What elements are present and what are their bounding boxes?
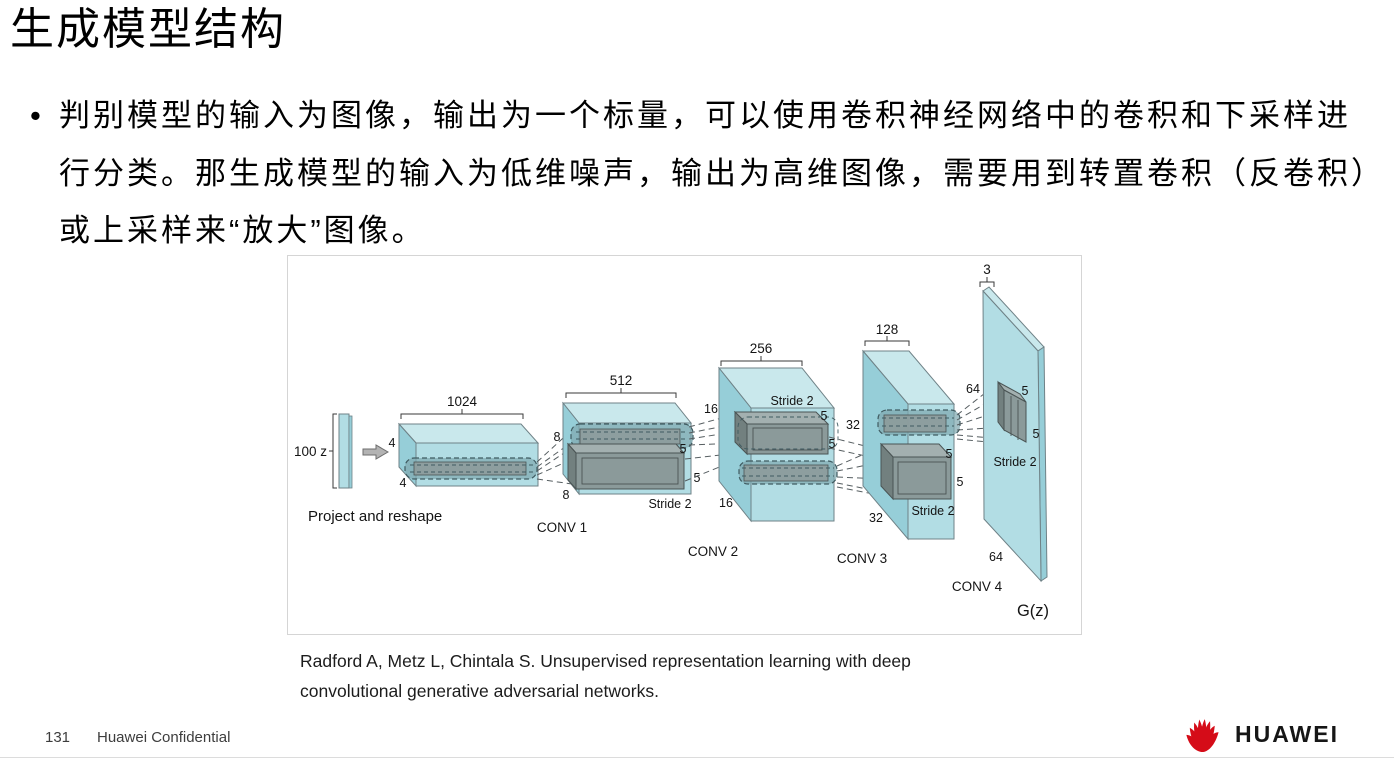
output-label: G(z) [1017, 602, 1049, 620]
citation-line-2: convolutional generative adversarial net… [300, 681, 659, 701]
reshape-channels-label: 1024 [447, 394, 478, 409]
conv4-channels-label: 3 [983, 262, 991, 277]
layer-z-input: 100 z [294, 413, 389, 489]
bullet-line-3: 或上采样来“放大”图像。 [59, 213, 426, 248]
conv2-channels-label: 256 [750, 341, 773, 356]
conv4-caption: CONV 4 [952, 579, 1003, 594]
conv2-kernel-a-label: 5 [821, 409, 828, 423]
conv4-size-bottom-label: 64 [989, 550, 1003, 564]
citation-line-1: Radford A, Metz L, Chintala S. Unsupervi… [300, 651, 911, 671]
bullet-line-1: 判别模型的输入为图像，输出为一个标量，可以使用卷积神经网络中的卷积和下采样进 [59, 98, 1351, 133]
conv1-size-bottom-label: 8 [563, 488, 570, 502]
conv3-caption: CONV 3 [837, 551, 887, 566]
conv1-kernel-a-label: 5 [680, 442, 687, 456]
conv2-stride-label: Stride 2 [770, 394, 813, 408]
page-number: 131 [45, 729, 71, 746]
slide-bottom-border [0, 757, 1394, 758]
conv2-caption: CONV 2 [688, 544, 738, 559]
reshape-arrow-icon [362, 444, 389, 460]
conv4-kernel-b-label: 5 [1033, 427, 1040, 441]
huawei-flower-icon [1186, 719, 1219, 753]
connections-conv2-conv3 [828, 436, 895, 499]
layer-conv1: 512 8 8 5 5 Stride 2 CONV 1 [537, 373, 701, 535]
reshape-size-top-label: 4 [389, 436, 396, 450]
confidential-label: Huawei Confidential [97, 729, 231, 746]
bullet-line-2: 行分类。那生成模型的输入为低维噪声，输出为高维图像，需要用到转置卷积（反卷积） [59, 155, 1385, 191]
conv3-kernel-a-label: 5 [946, 447, 953, 461]
dcgan-generator-figure: 100 z 1024 4 4 Project and reshape [287, 255, 1082, 635]
conv4-size-top-label: 64 [966, 382, 980, 396]
conv1-size-top-label: 8 [554, 430, 561, 444]
layer-conv3: 128 32 32 5 5 Stride 2 CONV 3 [837, 322, 964, 566]
huawei-wordmark: HUAWEI [1235, 720, 1339, 747]
conv3-size-top-label: 32 [846, 418, 860, 432]
dcgan-generator-diagram: 100 z 1024 4 4 Project and reshape [294, 262, 1049, 620]
citation: Radford A, Metz L, Chintala S. Unsupervi… [300, 646, 911, 706]
conv3-kernel-b-label: 5 [957, 475, 964, 489]
conv4-kernel-a-label: 5 [1022, 384, 1029, 398]
conv2-size-bottom-label: 16 [719, 496, 733, 510]
page-title: 生成模型结构 [10, 5, 286, 54]
reshape-caption: Project and reshape [308, 508, 442, 525]
connections-conv1-conv2 [684, 413, 750, 482]
conv3-channels-label: 128 [876, 322, 899, 337]
conv2-kernel-b-label: 5 [829, 437, 836, 451]
layer-conv2: 256 16 16 Stride 2 5 5 CONV 2 [688, 341, 839, 559]
bullet-marker: • [30, 98, 41, 133]
layer-output: 3 64 64 5 5 Stride 2 CONV 4 G(z) [952, 262, 1049, 620]
conv1-stride-label: Stride 2 [648, 497, 691, 511]
layer-reshape: 1024 4 4 Project and reshape [308, 394, 540, 525]
z-dim-label: 100 z [294, 444, 327, 459]
conv2-size-top-label: 16 [704, 402, 718, 416]
conv4-stride-label: Stride 2 [993, 455, 1036, 469]
connections-reshape-conv1 [536, 428, 580, 486]
conv3-size-bottom-label: 32 [869, 511, 883, 525]
conv3-stride-label: Stride 2 [911, 504, 954, 518]
conv1-kernel-b-label: 5 [694, 471, 701, 485]
conv1-caption: CONV 1 [537, 520, 587, 535]
reshape-size-bottom-label: 4 [400, 476, 407, 490]
conv1-channels-label: 512 [610, 373, 633, 388]
bullet-paragraph: 判别模型的输入为图像，输出为一个标量，可以使用卷积神经网络中的卷积和下采样进 行… [59, 87, 1385, 260]
huawei-logo: HUAWEI [1183, 714, 1363, 754]
